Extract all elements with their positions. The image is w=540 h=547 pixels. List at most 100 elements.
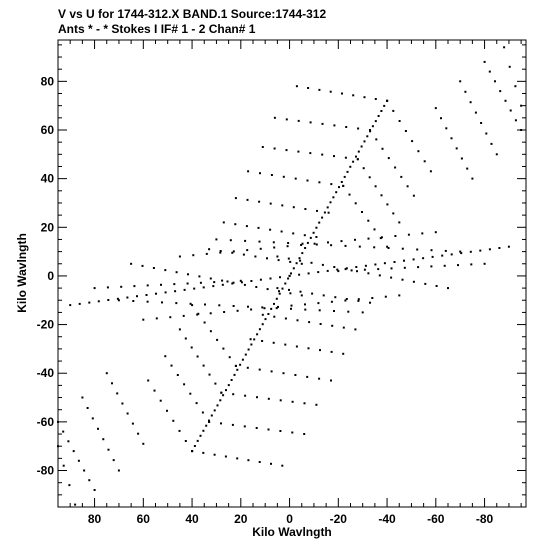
- uv-point: [317, 271, 320, 274]
- uv-point: [327, 211, 330, 214]
- uv-point: [299, 259, 302, 262]
- uv-point: [255, 286, 258, 288]
- uv-point: [296, 319, 299, 322]
- uv-point: [306, 179, 309, 182]
- uv-point: [246, 366, 249, 369]
- uv-point: [483, 262, 486, 265]
- uv-point: [272, 241, 275, 244]
- uv-point: [117, 299, 120, 302]
- uv-point: [429, 170, 432, 173]
- uv-point: [352, 94, 355, 97]
- uv-point: [189, 392, 192, 395]
- uv-point: [256, 396, 258, 399]
- uv-point: [229, 239, 232, 242]
- uv-point: [209, 330, 212, 333]
- uv-point: [349, 165, 352, 168]
- uv-point: [112, 459, 115, 462]
- uv-point: [368, 176, 371, 179]
- uv-point: [178, 328, 181, 331]
- uv-point: [266, 257, 268, 260]
- uv-point: [273, 116, 276, 119]
- uv-point: [264, 318, 267, 321]
- uv-point: [332, 196, 335, 199]
- uv-point: [520, 129, 523, 131]
- uv-point: [495, 153, 498, 156]
- uv-point: [354, 202, 357, 205]
- uv-point: [176, 374, 179, 376]
- uv-point: [277, 259, 280, 262]
- uv-point: [222, 394, 225, 397]
- uv-point: [300, 294, 303, 297]
- uv-point: [387, 157, 390, 160]
- uv-point: [400, 175, 403, 178]
- uv-point: [290, 304, 293, 307]
- uv-point: [136, 295, 138, 298]
- uv-point: [284, 317, 287, 320]
- uv-point: [327, 241, 329, 244]
- uv-point: [371, 297, 374, 299]
- uv-point: [379, 237, 382, 240]
- uv-point: [243, 425, 246, 428]
- uv-point: [498, 247, 501, 249]
- uv-point: [209, 312, 212, 315]
- uv-point: [285, 149, 288, 152]
- uv-point: [507, 245, 510, 248]
- uv-point: [331, 324, 334, 327]
- uv-point: [141, 264, 144, 267]
- uv-point: [445, 127, 448, 130]
- uv-point: [412, 258, 415, 261]
- uv-point: [310, 261, 313, 264]
- uv-point: [479, 249, 482, 252]
- uv-point: [277, 305, 279, 308]
- uv-point: [276, 255, 279, 258]
- uv-point: [202, 286, 205, 289]
- axis-ticks: 80 60 40 20 0 -20 -40 -60 -80 80 60 40 20 0 -20 -40 -60 -…: [37, 40, 526, 526]
- uv-point: [83, 469, 86, 472]
- uv-point: [344, 156, 347, 159]
- uv-point: [354, 238, 356, 241]
- uv-point: [321, 153, 324, 156]
- uv-point: [147, 379, 150, 382]
- uv-point: [132, 300, 135, 302]
- uv-point: [308, 321, 311, 324]
- uv-point: [208, 419, 210, 422]
- uv-point: [357, 127, 360, 130]
- uv-point: [441, 254, 444, 257]
- uv-point: [284, 282, 287, 285]
- uv-point: [326, 269, 329, 272]
- uv-point: [261, 323, 264, 326]
- uv-point: [116, 297, 119, 300]
- uv-point: [234, 197, 237, 200]
- uv-point: [488, 248, 491, 251]
- uv-point: [231, 282, 234, 285]
- uv-point: [267, 428, 270, 431]
- uv-point: [346, 170, 349, 173]
- uv-point: [279, 276, 281, 279]
- uv-point: [155, 292, 157, 295]
- uv-point: [356, 158, 359, 161]
- uv-point: [287, 277, 290, 280]
- uv-point: [447, 287, 449, 290]
- uv-point: [490, 142, 493, 145]
- y-tick-label: 20: [41, 220, 55, 234]
- uv-point: [363, 96, 366, 99]
- uv-point: [205, 252, 208, 255]
- uv-point: [336, 268, 339, 271]
- uv-point: [488, 70, 491, 73]
- uv-point: [460, 252, 463, 255]
- uv-point: [333, 155, 335, 158]
- uv-point: [74, 503, 77, 506]
- uv-point: [261, 313, 264, 316]
- uv-point: [315, 226, 318, 229]
- uv-point: [520, 104, 523, 107]
- uv-point: [255, 427, 258, 429]
- uv-point: [378, 274, 381, 277]
- uv-point: [455, 147, 458, 150]
- uv-point: [483, 60, 486, 63]
- uv-point: [340, 181, 343, 183]
- uv-point: [295, 262, 298, 265]
- uv-point: [374, 98, 377, 100]
- uv-point: [97, 300, 100, 303]
- uv-point: [362, 167, 365, 170]
- uv-point: [261, 340, 264, 342]
